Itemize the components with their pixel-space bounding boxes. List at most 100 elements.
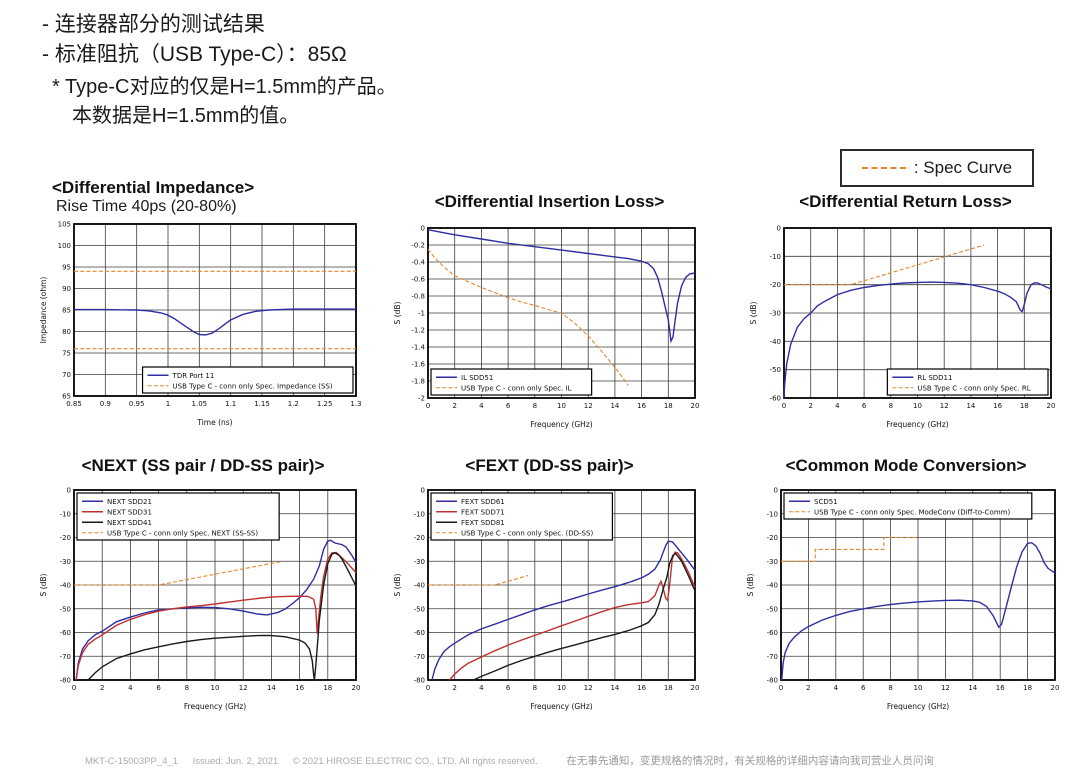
- plot-legend-box: [783, 492, 1033, 520]
- footer-note-cn: 在无事先通知，变更规格的情况时，有关规格的详细内容请向我司营业人员问询: [566, 755, 934, 767]
- series-usb-type-c-conn-only-spec-modeconv-diff-to-comm-: [781, 536, 918, 562]
- chart-differential-return-loss: <Differential Return Loss> 0 2 4 6 8 10 12 14 16…: [748, 192, 1063, 430]
- y-tick-label: -30: [414, 558, 425, 566]
- y-tick-label: -60: [60, 629, 71, 637]
- plot-svg: 0 2 4 6 8 10 12 14 16 18 20 0 -0.2 -0.4 -0.6 -0.8 -1 -1.2…: [393, 225, 700, 430]
- plot-svg: 0 2 4 6 8 10 12 14 16 18 20 0 -10 -20 -30 -40 -50 -60 -70 -…: [39, 487, 360, 712]
- impedance-plot: 0.85 0.9 0.95 1 1.05 1.1 1.15 1.2 1.25 1.3 65 70 75 8…: [38, 218, 368, 428]
- y-tick-label: -70: [414, 653, 425, 661]
- x-tick-label: 8: [533, 684, 537, 692]
- chart-title: <FEXT (DD-SS pair)>: [465, 456, 634, 475]
- y-tick-label: -1.2: [411, 327, 425, 335]
- chart-differential-insertion-loss: <Differential Insertion Loss> 0 2 4 6 8 10 12 1…: [392, 192, 707, 430]
- plot-legend-box: [430, 368, 593, 396]
- series-rl-sdd11: [783, 281, 1052, 399]
- chart-differential-impedance: <Differential Impedance> Rise Time 40ps …: [38, 178, 368, 428]
- chart-title: <Differential Return Loss>: [799, 192, 1012, 211]
- x-tick-label: 6: [156, 684, 161, 692]
- x-tick-label: 0.9: [100, 400, 111, 408]
- legend-entry-label: IL SDD51: [461, 374, 493, 382]
- y-tick-label: -20: [414, 534, 425, 542]
- x-tick-label: 1.1: [225, 400, 236, 408]
- x-tick-label: 20: [691, 402, 700, 410]
- x-tick-label: 8: [888, 684, 892, 692]
- chart-title: <NEXT (SS pair / DD-SS pair)>: [81, 456, 325, 475]
- x-tick-label: 6: [862, 402, 867, 410]
- series-usb-type-c-conn-only-spec-next-ss-ss-: [74, 560, 283, 586]
- plot-legend-box: [76, 492, 280, 541]
- x-tick-label: 6: [506, 402, 511, 410]
- x-tick-label: 6: [861, 684, 866, 692]
- y-tick-label: -0.8: [411, 293, 425, 301]
- y-tick-label: 85: [62, 307, 71, 315]
- y-tick-label: 80: [62, 328, 71, 336]
- x-tick-label: 0: [426, 402, 430, 410]
- y-axis-label: S (dB): [393, 301, 402, 324]
- x-tick-label: 14: [610, 402, 619, 410]
- spec-curve-legend: : Spec Curve: [840, 149, 1034, 187]
- x-tick-label: 2: [452, 402, 456, 410]
- y-axis-label: S (dB): [746, 573, 755, 596]
- legend-entry-label: FEXT SDD81: [461, 519, 505, 527]
- series-fext-sdd81: [473, 552, 696, 681]
- x-tick-label: 0: [72, 684, 76, 692]
- legend-entry-label: NEXT SDD41: [107, 519, 152, 527]
- x-tick-label: 10: [913, 402, 922, 410]
- plot-svg: 0 2 4 6 8 10 12 14 16 18 20 0 -10 -20 -30 -40 -50 -60 -70 -…: [393, 487, 700, 712]
- legend-entry-label: NEXT SDD31: [107, 508, 152, 516]
- x-tick-label: 12: [941, 684, 950, 692]
- footer-doc-id: MKT-C-15003PP_4_1: [85, 756, 178, 767]
- x-tick-label: 14: [267, 684, 276, 692]
- y-tick-label: 0: [67, 487, 71, 495]
- x-tick-label: 14: [966, 402, 975, 410]
- x-axis-label: Frequency (GHz): [887, 702, 949, 711]
- y-axis-label: S (dB): [749, 301, 758, 324]
- x-tick-label: 6: [506, 684, 511, 692]
- x-tick-label: 12: [584, 402, 593, 410]
- x-tick-label: 20: [1047, 402, 1056, 410]
- y-tick-label: -20: [770, 281, 781, 289]
- legend-entry-label: RL SDD11: [917, 374, 952, 382]
- x-tick-label: 4: [834, 684, 839, 692]
- x-tick-label: 16: [996, 684, 1005, 692]
- legend-entry-label: SCD51: [814, 498, 838, 506]
- x-tick-label: 1.15: [254, 400, 270, 408]
- x-tick-label: 2: [100, 684, 104, 692]
- y-tick-label: -80: [60, 677, 71, 685]
- footer: MKT-C-15003PP_4_1 Issued: Jun. 2, 2021 ©…: [85, 753, 946, 768]
- x-tick-label: 1.2: [288, 400, 299, 408]
- y-tick-label: -1: [418, 310, 425, 318]
- chart-title: <Differential Impedance>: [52, 178, 255, 197]
- y-axis-label: Impedance (ohm): [39, 277, 48, 344]
- y-tick-label: 100: [58, 242, 71, 250]
- y-tick-label: -80: [414, 677, 425, 685]
- x-tick-label: 4: [479, 684, 484, 692]
- plot-svg: 0 2 4 6 8 10 12 14 16 18 20 0 -10 -20 -30 -40 -50 -60 -70 -…: [746, 487, 1060, 712]
- legend-entry-label: USB Type C - conn only Spec. RL: [917, 384, 1030, 392]
- y-tick-label: 0: [774, 487, 778, 495]
- y-tick-label: -50: [414, 605, 425, 613]
- y-tick-label: -10: [414, 510, 425, 518]
- x-tick-label: 2: [452, 684, 456, 692]
- chart-next: <NEXT (SS pair / DD-SS pair)> 0 2 4 6 8 10 12 1…: [38, 456, 368, 712]
- x-tick-label: 20: [1051, 684, 1060, 692]
- x-tick-label: 1: [166, 400, 170, 408]
- insertion-loss-plot: 0 2 4 6 8 10 12 14 16 18 20 0 -0.2 -0.4 -0.6 -0.8 -1 -1.2…: [392, 222, 707, 430]
- spec-dashed-line-sample: [861, 167, 906, 169]
- series-tdr-port-11: [74, 308, 356, 336]
- x-tick-label: 12: [584, 684, 593, 692]
- y-tick-label: -1.6: [411, 361, 425, 369]
- y-tick-label: -20: [60, 534, 71, 542]
- series-next-sdd41: [87, 552, 357, 681]
- plot-border: [780, 489, 1056, 681]
- y-tick-label: -0.6: [411, 276, 425, 284]
- plot-legend-box: [886, 368, 1049, 396]
- x-axis-label: Time (ns): [196, 418, 232, 427]
- y-tick-label: -10: [770, 253, 781, 261]
- y-tick-label: 0: [421, 225, 425, 233]
- y-tick-label: 65: [62, 393, 71, 401]
- header-line-2: - 标准阻抗（USB Type-C）：85Ω: [42, 43, 347, 67]
- header-line-1: - 连接器部分的测试结果: [42, 13, 265, 36]
- x-tick-label: 20: [691, 684, 700, 692]
- x-tick-label: 1.25: [317, 400, 333, 408]
